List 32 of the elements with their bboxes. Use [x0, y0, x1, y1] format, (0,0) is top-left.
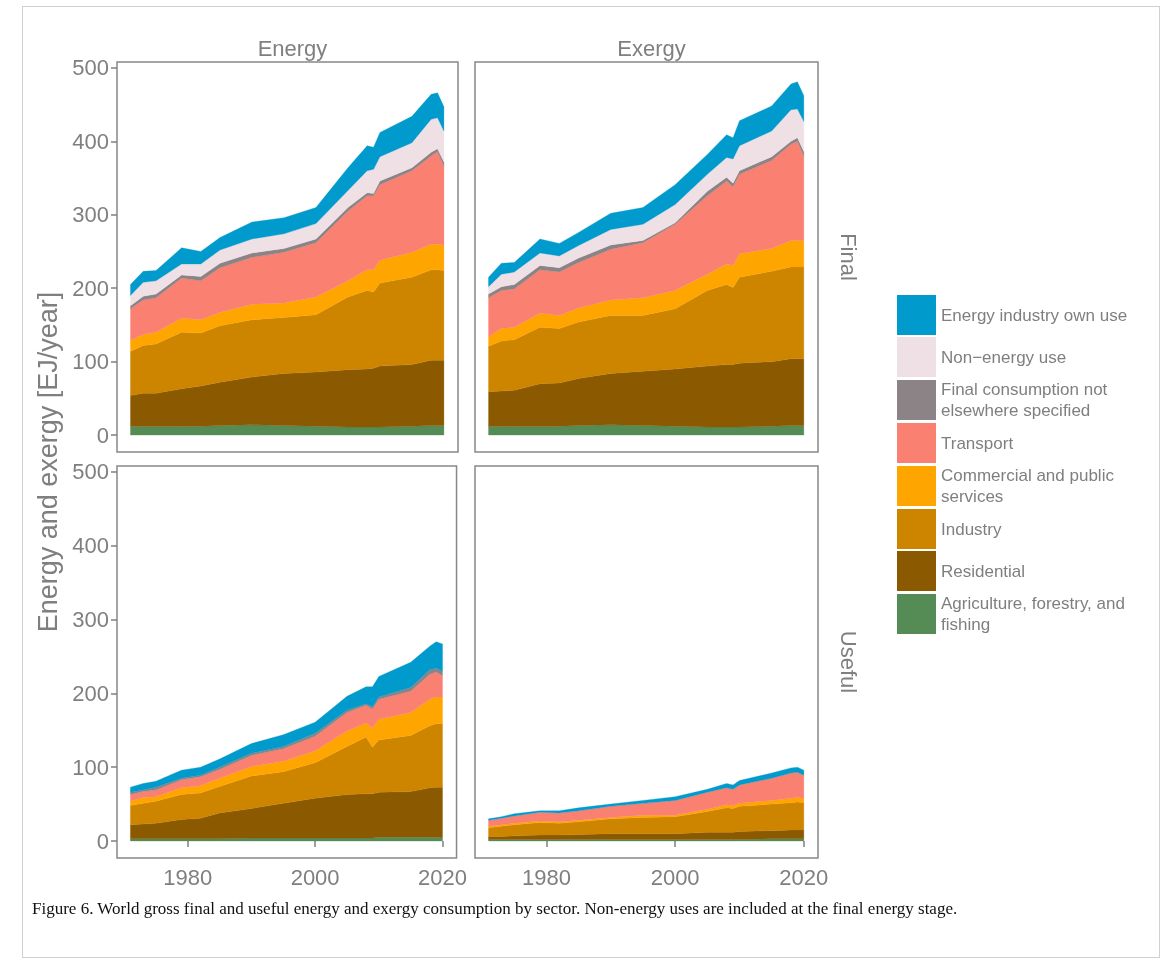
y-tick-label: 400	[72, 533, 109, 559]
y-tick-label: 400	[72, 128, 109, 154]
y-tick-label: 200	[72, 275, 109, 301]
x-tick-label: 2020	[418, 864, 468, 890]
legend-label: Transport	[941, 433, 1014, 453]
legend-label: Commercial and public services	[941, 466, 1119, 506]
y-tick-label: 0	[96, 422, 109, 448]
y-tick-label: 500	[72, 459, 109, 485]
text: Final	[835, 233, 861, 281]
legend-label: Energy industry own use	[941, 305, 1128, 325]
y-tick-label: 500	[72, 55, 109, 81]
legend-label: Industry	[941, 519, 1002, 539]
y-tick-label: 300	[72, 607, 109, 633]
x-tick-label: 2000	[650, 864, 700, 890]
y-axis-title: Energy and exergy [EJ/year]	[32, 291, 64, 633]
legend-label: Final consumption not elsewhere specified	[941, 380, 1113, 420]
y-tick-label: 300	[72, 202, 109, 228]
legend-label: Agriculture, forestry, and fishing	[941, 594, 1130, 634]
x-tick-label: 2000	[290, 864, 340, 890]
y-tick-label: 200	[72, 680, 109, 706]
x-tick-label: 2020	[779, 864, 829, 890]
chart-title: Exergy	[617, 35, 686, 61]
text: Useful	[835, 630, 861, 694]
y-tick-label: 0	[96, 828, 109, 854]
legend-label: Non−energy use	[941, 347, 1067, 367]
x-tick-label: 1980	[521, 864, 571, 890]
x-tick-label: 1980	[163, 864, 213, 890]
chart-title: Energy	[257, 35, 328, 61]
y-tick-label: 100	[72, 349, 109, 375]
legend-label: Residential	[941, 561, 1026, 581]
y-tick-label: 100	[72, 754, 109, 780]
caption: Figure 6. World gross final and useful energy and exergy consumption by sector. Non-energy uses are included at the final energy stage.	[32, 898, 959, 920]
